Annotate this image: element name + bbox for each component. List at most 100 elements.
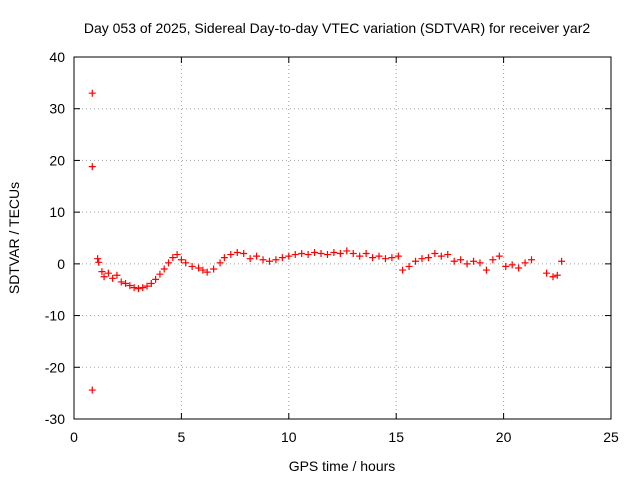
data-point xyxy=(343,247,351,255)
data-point xyxy=(139,284,147,292)
data-point xyxy=(495,252,503,260)
data-point xyxy=(515,264,523,272)
data-point xyxy=(356,252,364,260)
data-point xyxy=(98,268,106,276)
data-point xyxy=(323,251,331,259)
data-point xyxy=(330,248,338,256)
data-point xyxy=(165,259,173,267)
data-point xyxy=(88,89,96,97)
data-point xyxy=(444,251,452,259)
x-tick-label: 10 xyxy=(281,429,297,445)
data-point xyxy=(182,259,190,267)
data-point xyxy=(405,262,413,270)
data-point xyxy=(317,250,325,258)
data-point xyxy=(476,259,484,267)
y-tick-label: -30 xyxy=(45,411,65,427)
data-point xyxy=(375,252,383,260)
data-point xyxy=(508,261,516,269)
data-point xyxy=(399,266,407,274)
data-point xyxy=(188,262,196,270)
data-point xyxy=(437,252,445,260)
data-point xyxy=(199,266,207,274)
data-point xyxy=(362,250,370,258)
data-point xyxy=(94,255,102,263)
data-point xyxy=(457,256,465,264)
data-point xyxy=(463,260,471,268)
data-point xyxy=(233,248,241,256)
data-point xyxy=(220,254,228,262)
data-point xyxy=(210,265,218,273)
data-point xyxy=(470,257,478,265)
x-tick-label: 5 xyxy=(178,429,186,445)
y-tick-label: 10 xyxy=(49,204,65,220)
x-tick-label: 20 xyxy=(496,429,512,445)
x-tick-label: 25 xyxy=(603,429,619,445)
data-point xyxy=(109,274,117,282)
data-point xyxy=(549,273,557,281)
data-point xyxy=(349,250,357,258)
data-point xyxy=(227,251,235,259)
data-point xyxy=(216,259,224,267)
data-point xyxy=(394,252,402,260)
data-point xyxy=(246,255,254,263)
data-point xyxy=(169,254,177,262)
data-point xyxy=(240,250,248,258)
data-point xyxy=(369,254,377,262)
data-point xyxy=(291,251,299,259)
data-point xyxy=(482,266,490,274)
x-tick-label: 15 xyxy=(388,429,404,445)
data-point xyxy=(122,280,130,288)
data-point xyxy=(143,282,151,290)
data-point xyxy=(130,284,138,292)
y-tick-label: 0 xyxy=(57,256,65,272)
data-point xyxy=(134,285,142,293)
data-point xyxy=(195,264,203,272)
data-point xyxy=(502,262,510,270)
data-point xyxy=(543,269,551,277)
data-point xyxy=(450,257,458,265)
data-point xyxy=(113,271,121,279)
data-point xyxy=(88,386,96,394)
data-point xyxy=(418,255,426,263)
data-point xyxy=(152,275,160,283)
data-point xyxy=(147,280,155,288)
data-point xyxy=(553,271,561,279)
data-point xyxy=(285,252,293,260)
data-point xyxy=(304,251,312,259)
data-point xyxy=(489,256,497,264)
data-point xyxy=(95,258,103,266)
y-tick-label: 40 xyxy=(49,49,65,65)
y-tick-label: 20 xyxy=(49,152,65,168)
data-point xyxy=(203,268,211,276)
data-point xyxy=(100,273,108,281)
y-tick-label: 30 xyxy=(49,101,65,117)
data-point xyxy=(117,278,125,286)
data-point xyxy=(388,254,396,262)
data-point xyxy=(173,251,181,259)
data-point xyxy=(126,282,134,290)
data-point xyxy=(521,259,529,267)
grid xyxy=(74,57,611,419)
data-point xyxy=(259,256,267,264)
data-point xyxy=(88,163,96,171)
data-point xyxy=(412,257,420,265)
data-point xyxy=(298,250,306,258)
data-points xyxy=(88,89,566,394)
data-point xyxy=(253,252,261,260)
data-point xyxy=(104,269,112,277)
chart-title: Day 053 of 2025, Sidereal Day-to-day VTE… xyxy=(84,20,590,36)
x-axis-label: GPS time / hours xyxy=(289,458,396,474)
plot-frame xyxy=(73,56,612,420)
data-point xyxy=(431,250,439,258)
y-axis-label: SDTVAR / TECUs xyxy=(6,182,22,294)
data-point xyxy=(272,256,280,264)
data-point xyxy=(311,248,319,256)
data-point xyxy=(156,270,164,278)
data-point xyxy=(265,257,273,265)
y-tick-label: -10 xyxy=(45,308,65,324)
data-point xyxy=(381,255,389,263)
data-point xyxy=(528,256,536,264)
data-point xyxy=(424,254,432,262)
data-point xyxy=(558,257,566,265)
y-tick-label: -20 xyxy=(45,359,65,375)
